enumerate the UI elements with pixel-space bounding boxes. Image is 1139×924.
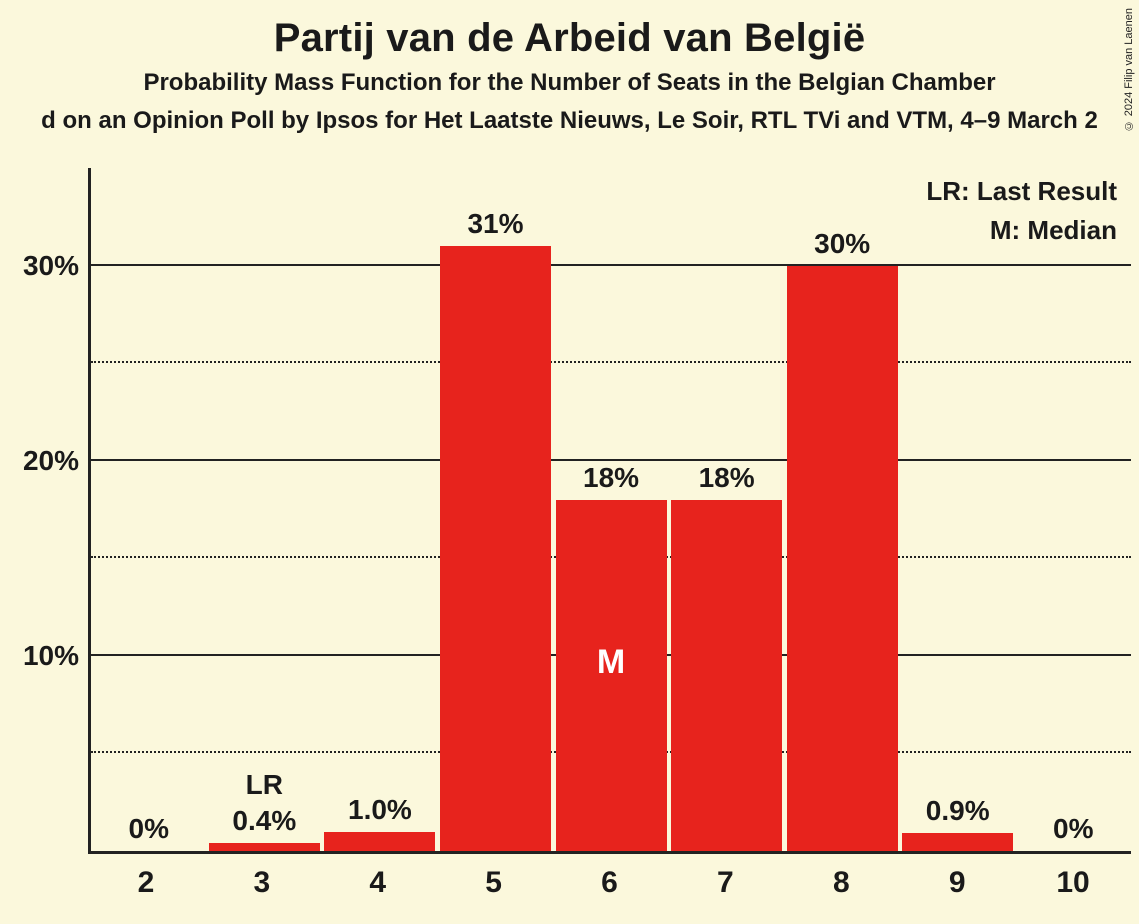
bar [440,246,551,851]
x-tick-label: 7 [667,854,783,924]
y-tick-label: 30% [23,250,79,282]
bar-slot: 0% [1016,168,1132,851]
x-axis-ticks: 2345678910 [88,854,1131,924]
chart-subtitle: Probability Mass Function for the Number… [0,69,1139,97]
bar-value-label: 31% [467,208,523,240]
chart-area: LR: Last Result M: Median 10%20%30% 0%0.… [0,168,1139,924]
bar [209,843,320,851]
bar-value-label: 0.4% [232,805,296,837]
bar-slot: 18% [669,168,785,851]
bar-value-label: 18% [583,462,639,494]
bar-value-label: 18% [699,462,755,494]
bar-slot: 1.0% [322,168,438,851]
bar-value-label: 0.9% [926,795,990,827]
x-tick-label: 2 [88,854,204,924]
chart-title: Partij van de Arbeid van België [0,16,1139,61]
bar-slot: 0% [91,168,207,851]
y-tick-label: 20% [23,445,79,477]
bar [902,833,1013,851]
bar [671,500,782,851]
median-marker: M [597,643,625,682]
bar-value-label: 30% [814,228,870,260]
y-tick-label: 10% [23,640,79,672]
chart-source: d on an Opinion Poll by Ipsos for Het La… [0,107,1139,135]
bars-container: 0% 0.4% LR 1.0% 31% 18% M 18% 30% 0.9% 0% [91,168,1131,851]
x-tick-label: 6 [552,854,668,924]
bar-value-label: 1.0% [348,794,412,826]
chart-legend: LR: Last Result M: Median [926,172,1117,250]
plot-area: LR: Last Result M: Median 10%20%30% 0%0.… [88,168,1131,854]
bar-slot: 31% [438,168,554,851]
x-tick-label: 4 [320,854,436,924]
bar-slot: 0.9% [900,168,1016,851]
x-tick-label: 3 [204,854,320,924]
legend-m: M: Median [926,211,1117,250]
bar-value-label: 0% [1053,813,1093,845]
bar-value-label: 0% [129,813,169,845]
copyright-text: © 2024 Filip van Laenen [1123,8,1135,131]
bar-slot: 30% [784,168,900,851]
x-tick-label: 9 [899,854,1015,924]
bar-slot: 0.4% LR [207,168,323,851]
x-tick-label: 8 [783,854,899,924]
x-tick-label: 10 [1015,854,1131,924]
bar [787,266,898,851]
lr-marker: LR [246,769,283,801]
legend-lr: LR: Last Result [926,172,1117,211]
bar [324,832,435,852]
x-tick-label: 5 [436,854,552,924]
bar-slot: 18% M [553,168,669,851]
chart-titles: Partij van de Arbeid van België Probabil… [0,0,1139,135]
